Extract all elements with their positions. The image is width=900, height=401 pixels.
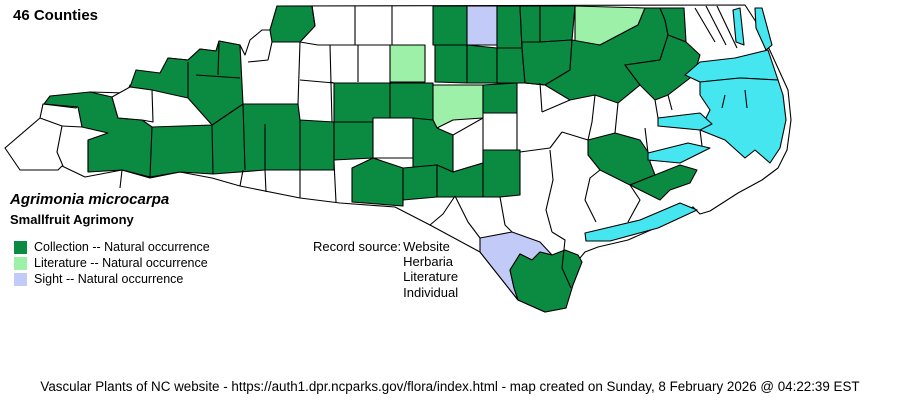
legend-label: Sight -- Natural occurrence: [34, 272, 184, 286]
record-source: Record source: Website Herbaria Literatu…: [313, 239, 458, 300]
record-source-label: Record source:: [313, 239, 402, 254]
legend-item-literature: Literature -- Natural occurrence: [14, 255, 210, 271]
record-source-value: Herbaria: [403, 254, 454, 270]
record-source-values: Website Herbaria Literature Individual: [403, 239, 458, 300]
literature-swatch: [14, 256, 27, 270]
legend-label: Collection -- Natural occurrence: [34, 240, 210, 254]
species-block: Agrimonia microcarpa Smallfruit Agrimony: [10, 191, 169, 228]
common-name: Smallfruit Agrimony: [10, 211, 134, 227]
legend-item-sight: Sight -- Natural occurrence: [14, 271, 210, 287]
scientific-name: Agrimonia microcarpa: [10, 191, 170, 208]
record-source-value: Individual: [403, 284, 459, 300]
record-source-value: Literature: [403, 269, 459, 285]
footer-credit: Vascular Plants of NC website - https://…: [40, 379, 860, 394]
record-source-value: Website: [403, 239, 450, 254]
legend: Collection -- Natural occurrence Literat…: [14, 239, 210, 287]
collection-swatch: [14, 240, 27, 254]
legend-item-collection: Collection -- Natural occurrence: [14, 239, 210, 255]
sight-swatch: [14, 272, 27, 286]
county-count-title: 46 Counties: [13, 7, 99, 24]
legend-label: Literature -- Natural occurrence: [34, 256, 208, 270]
